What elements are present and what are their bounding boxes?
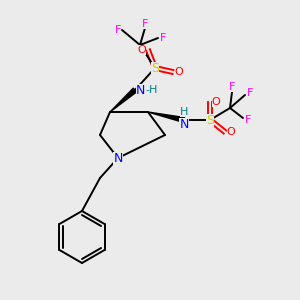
- Text: S: S: [151, 61, 159, 74]
- Text: F: F: [229, 82, 235, 92]
- Text: F: F: [142, 19, 148, 29]
- Text: F: F: [115, 25, 121, 35]
- Text: N: N: [136, 83, 146, 97]
- Polygon shape: [148, 112, 184, 122]
- Text: O: O: [212, 97, 220, 107]
- Text: F: F: [160, 33, 166, 43]
- Text: H: H: [180, 107, 188, 117]
- Text: O: O: [175, 67, 183, 77]
- Text: N: N: [179, 118, 189, 130]
- Text: N: N: [113, 152, 123, 164]
- Text: S: S: [206, 113, 214, 127]
- Polygon shape: [110, 88, 137, 112]
- Text: F: F: [245, 115, 251, 125]
- Text: -H: -H: [145, 85, 158, 95]
- Text: O: O: [226, 127, 236, 137]
- Text: O: O: [138, 45, 146, 55]
- Text: F: F: [247, 88, 253, 98]
